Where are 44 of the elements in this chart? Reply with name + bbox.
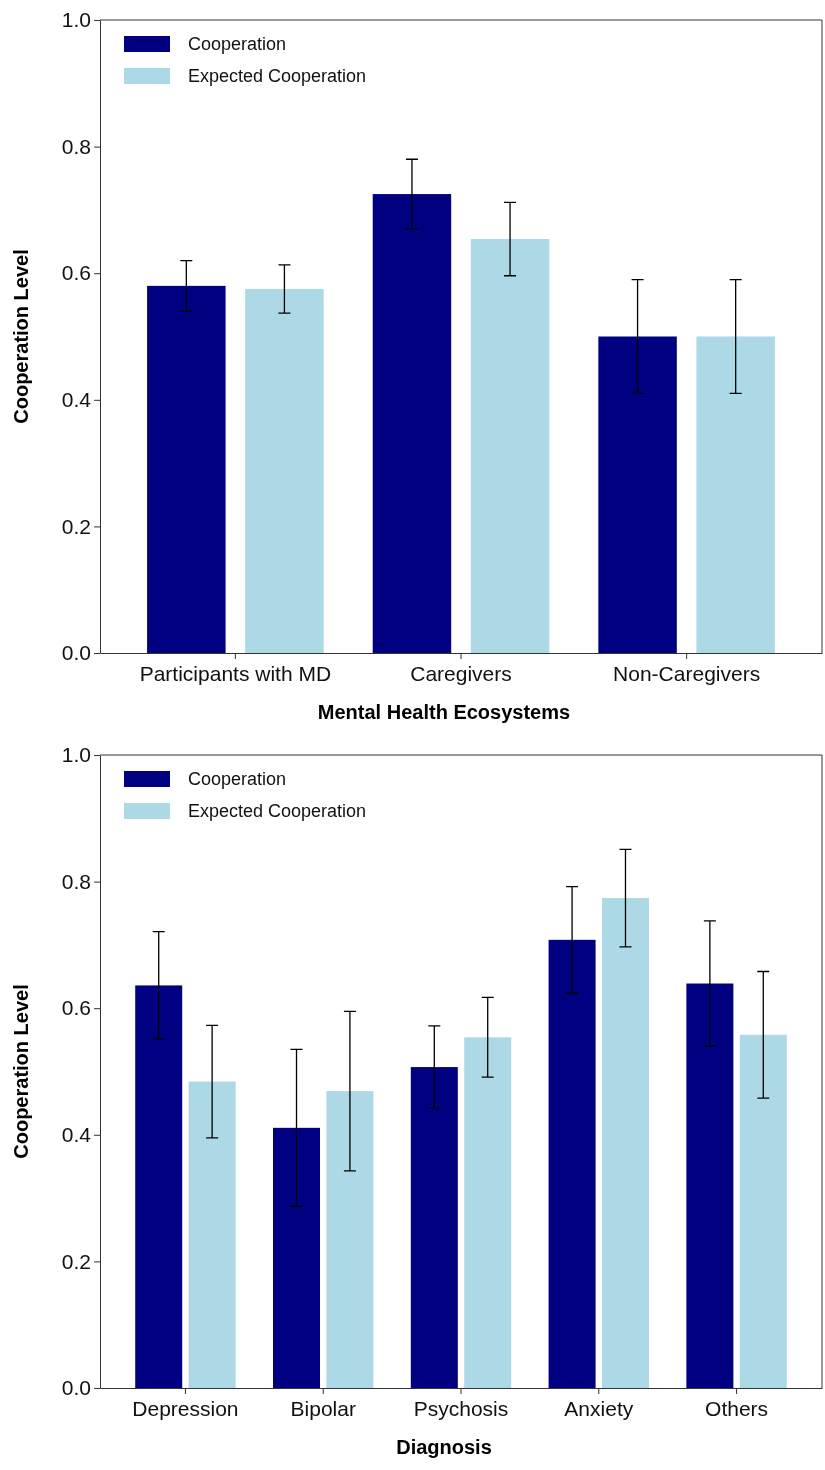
bar [548,939,596,1388]
bar [147,285,226,653]
y-tick-label: 1.0 [61,8,91,32]
y-tick-label: 0.2 [61,514,91,538]
bar [696,336,775,653]
y-tick-label: 0.8 [61,869,91,893]
bar [464,1037,512,1388]
y-tick-label: 0.6 [61,261,91,285]
y-axis-title: Cooperation Level [10,249,32,424]
x-axis-title: Mental Health Ecosystems [317,701,571,723]
y-tick-label: 0.2 [61,1249,91,1273]
x-tick-label: Non-Caregivers [613,661,761,685]
y-tick-label: 0.0 [61,641,91,665]
legend-label: Expected Cooperation [188,66,367,86]
x-tick-label: Participants with MD [139,661,332,685]
bar [601,898,649,1388]
bar [598,336,677,653]
bar [188,1081,236,1388]
bar [686,983,734,1388]
x-tick-label: Others [705,1396,769,1420]
legend-label: Expected Cooperation [188,801,367,821]
bar [273,1127,321,1388]
bar [372,194,452,653]
bar [410,1067,458,1388]
x-tick-label: Bipolar [290,1396,356,1420]
x-axis-title: Diagnosis [396,1436,492,1458]
x-tick-label: Psychosis [413,1396,509,1420]
x-tick-label: Caregivers [410,661,512,685]
bar [739,1034,787,1388]
y-tick-label: 0.4 [61,1123,92,1147]
bar [470,239,550,653]
x-tick-label: Anxiety [564,1396,634,1420]
y-tick-label: 0.8 [61,134,91,158]
bar [135,985,183,1388]
y-tick-label: 0.6 [61,996,91,1020]
y-tick-label: 0.4 [61,388,92,412]
legend-label: Cooperation [188,769,287,789]
bar [326,1091,374,1388]
bar [245,289,324,653]
x-tick-label: Depression [132,1396,239,1420]
y-tick-label: 1.0 [61,743,91,767]
y-tick-label: 0.0 [61,1376,91,1400]
legend-label: Cooperation [188,34,287,54]
y-axis-title: Cooperation Level [10,984,32,1159]
